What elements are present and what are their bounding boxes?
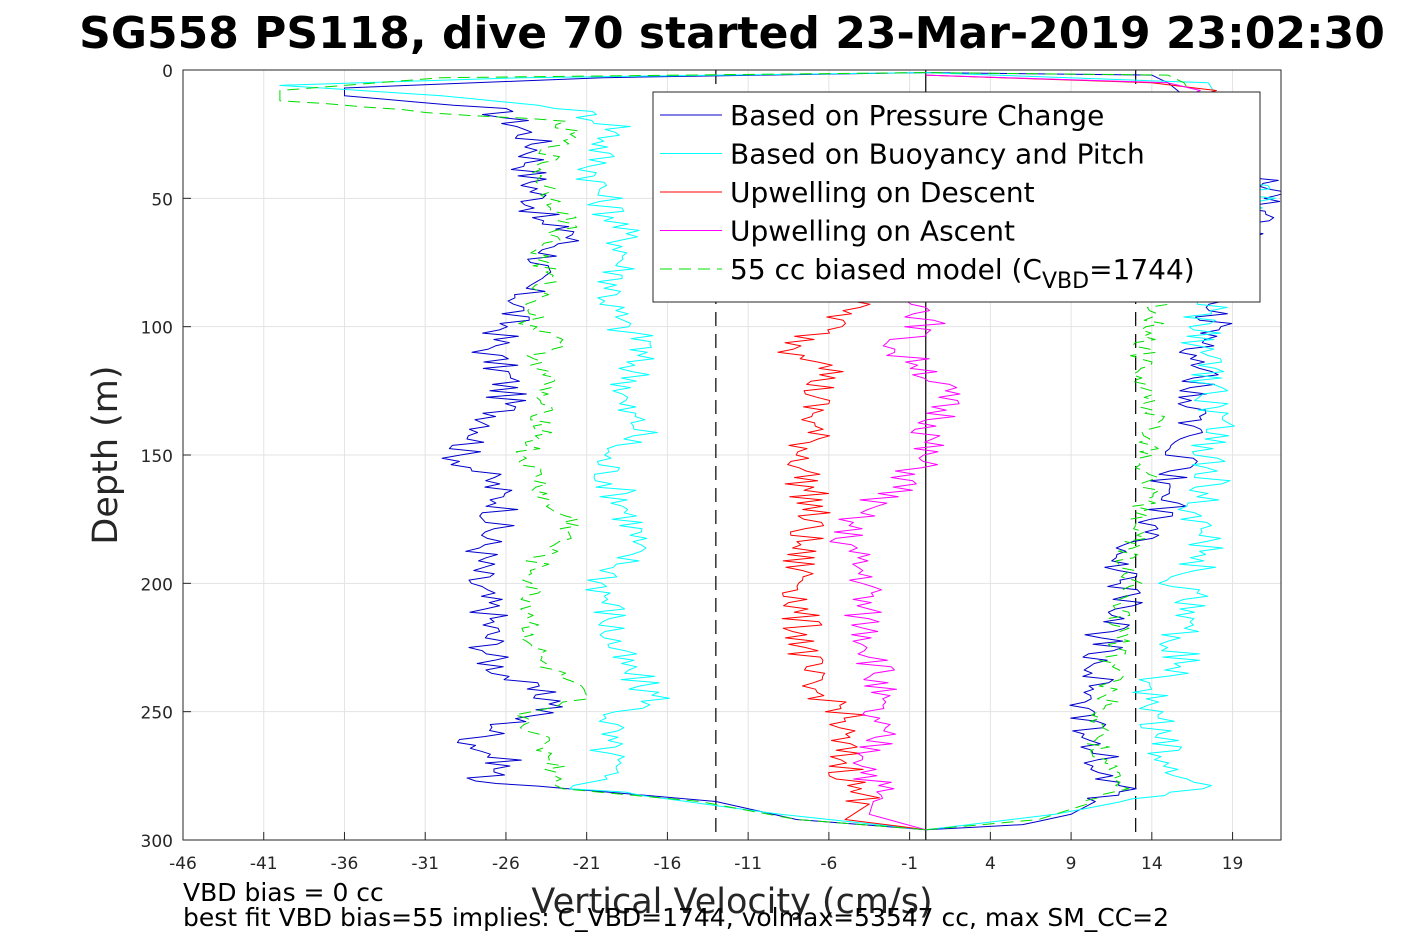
x-tick-label: 19 bbox=[1222, 854, 1244, 874]
x-tick-label: 4 bbox=[985, 854, 996, 874]
y-axis-ticks: 0 50 100 150 200 250 300 bbox=[141, 62, 191, 852]
x-tick-label: -46 bbox=[169, 854, 197, 874]
x-tick-label: -11 bbox=[734, 854, 762, 874]
chart-title: SG558 PS118, dive 70 started 23-Mar-2019… bbox=[79, 8, 1385, 59]
x-tick-label: -16 bbox=[654, 854, 682, 874]
series-line-2 bbox=[279, 72, 926, 831]
x-tick-label: -21 bbox=[573, 854, 601, 874]
annotation-vbd-bias: VBD bias = 0 cc bbox=[183, 878, 384, 907]
legend-label: Upwelling on Descent bbox=[730, 176, 1035, 209]
annotation-best-fit: best fit VBD bias=55 implies: C_VBD=1744… bbox=[183, 903, 1170, 932]
x-axis-label: Vertical Velocity (cm/s) bbox=[531, 882, 932, 922]
y-tick-label: 0 bbox=[162, 62, 173, 82]
x-tick-label: 14 bbox=[1141, 854, 1163, 874]
legend-label: Based on Buoyancy and Pitch bbox=[730, 138, 1145, 171]
x-tick-label: -1 bbox=[901, 854, 918, 874]
series-line-5 bbox=[279, 72, 926, 831]
legend-label: Based on Pressure Change bbox=[730, 99, 1104, 132]
legend-label: Upwelling on Ascent bbox=[730, 215, 1015, 248]
y-tick-label: 50 bbox=[151, 190, 173, 210]
x-tick-label: -31 bbox=[411, 854, 439, 874]
legend: Based on Pressure Change Based on Buoyanc… bbox=[652, 91, 1261, 303]
y-tick-label: 300 bbox=[141, 832, 173, 852]
x-tick-label: 9 bbox=[1066, 854, 1077, 874]
y-axis-label: Depth (m) bbox=[86, 365, 126, 544]
series-line-1 bbox=[925, 72, 1281, 831]
y-tick-label: 250 bbox=[141, 704, 173, 724]
legend-box bbox=[652, 91, 1261, 303]
y-tick-label: 200 bbox=[141, 575, 173, 595]
series-line-2 bbox=[925, 72, 1276, 831]
x-tick-label: -6 bbox=[820, 854, 837, 874]
y-tick-label: 100 bbox=[141, 319, 173, 339]
x-axis-ticks: -46 -41 -36 -31 -26 -21 -16 -11 -6 -1 4 9 14 19 bbox=[169, 832, 1243, 874]
x-tick-label: -36 bbox=[331, 854, 359, 874]
x-tick-label: -41 bbox=[250, 854, 278, 874]
y-tick-label: 150 bbox=[141, 447, 173, 467]
x-tick-label: -26 bbox=[492, 854, 520, 874]
